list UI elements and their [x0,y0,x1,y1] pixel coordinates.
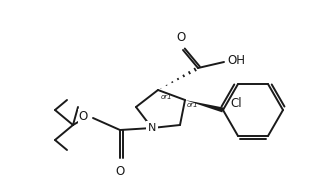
Text: O: O [79,111,88,123]
Text: or1: or1 [161,94,173,100]
Text: OH: OH [227,53,245,66]
Text: N: N [148,123,156,133]
Text: or1: or1 [187,102,199,108]
Polygon shape [185,100,224,113]
Text: O: O [176,31,186,44]
Text: Cl: Cl [230,97,242,110]
Text: O: O [115,165,125,178]
